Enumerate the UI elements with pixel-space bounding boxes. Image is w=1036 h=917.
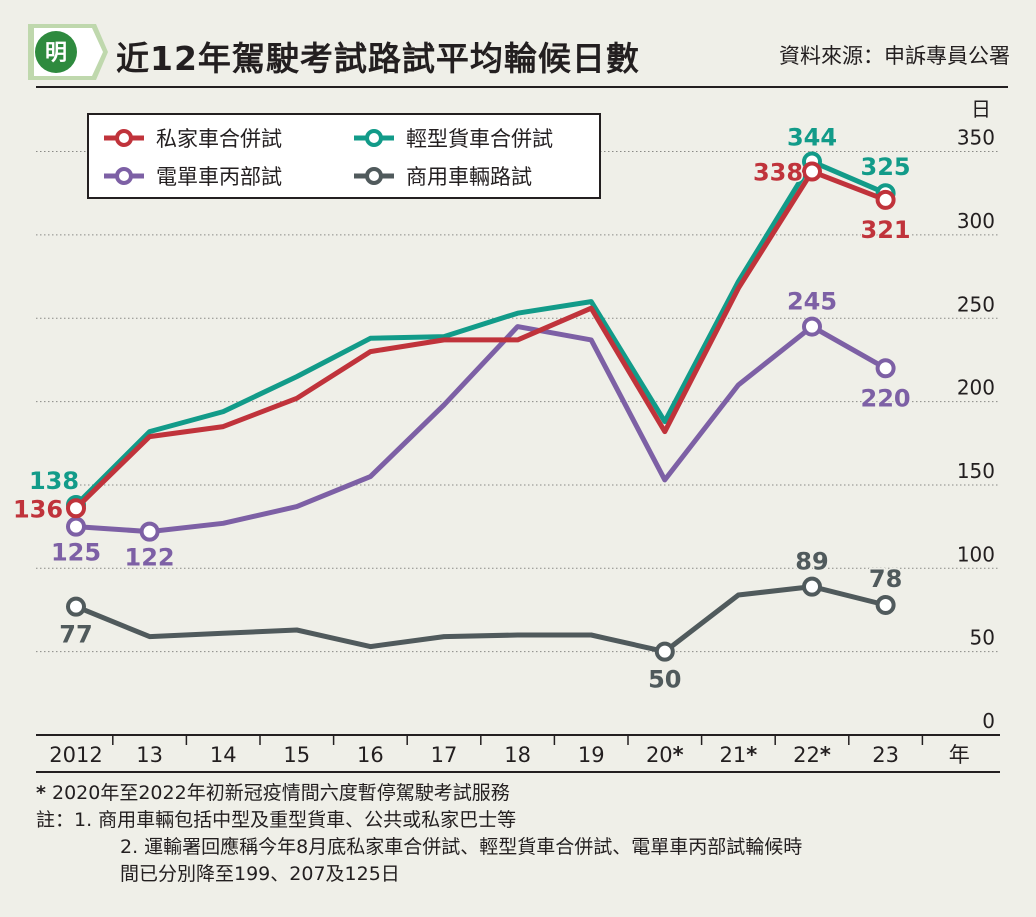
footnotes: * 2020年至2022年初新冠疫情間六度暫停駕駛考試服務 註：1. 商用車輛包…: [36, 780, 802, 888]
x-tick-label: 14: [210, 743, 237, 767]
legend-swatch-marker: [115, 167, 133, 185]
data-point-marker: [875, 189, 896, 210]
data-point-marker: [654, 641, 675, 662]
data-label: 125: [51, 539, 101, 567]
footnote-text-4: 間已分別降至199、207及125日: [120, 863, 400, 885]
footnote-star: *: [36, 782, 46, 804]
y-tick-label: 350: [957, 126, 995, 150]
data-point-marker: [802, 161, 822, 182]
footnote-text-2: 註：1. 商用車輛包括中型及重型貨車、公共或私家巴士等: [36, 809, 517, 831]
source-credit: 資料來源：申訴專員公署: [779, 44, 1010, 68]
logo-char: 明: [45, 41, 67, 66]
legend-label: 輕型貨車合併試: [406, 127, 553, 151]
data-point-marker: [139, 521, 160, 542]
data-point-marker: [875, 594, 896, 615]
y-axis-ticks: 0 50 100 150 200 250 300 350 日: [957, 97, 995, 733]
data-point-marker: [802, 576, 822, 597]
legend-box: [87, 113, 601, 199]
y-tick-label: 0: [982, 709, 995, 733]
legend-swatch-marker: [365, 129, 383, 147]
x-tick-label: 2012: [49, 743, 102, 767]
data-label: 325: [861, 153, 911, 181]
legend-swatch-marker: [365, 167, 383, 185]
y-tick-label: 200: [957, 376, 995, 400]
x-tick-label: 21*: [720, 743, 758, 767]
page-title: 近12年駕駛考試路試平均輪候日數: [116, 39, 640, 78]
data-label: 77: [59, 621, 92, 649]
series-line: [73, 324, 889, 535]
x-tick-label: 22*: [793, 743, 831, 767]
data-label: 338: [753, 159, 803, 187]
header-rule: [36, 86, 1008, 88]
header: 明 近12年駕駛考試路試平均輪候日數 資料來源：申訴專員公署: [0, 0, 1036, 88]
footnote-star-line: * 2020年至2022年初新冠疫情間六度暫停駕駛考試服務: [36, 780, 802, 807]
legend-label: 商用車輛路試: [406, 165, 532, 189]
legend-label: 電單車丙部試: [156, 165, 282, 189]
footnote-text-3: 2. 運輸署回應稱今年8月底私家車合併試、輕型貨車合併試、電單車丙部試輪候時: [120, 836, 803, 858]
x-axis: 2012 13 14 15 16 17 18 19 20* 21* 22* 23 年: [36, 734, 1000, 773]
ming-pao-logo: 明: [28, 24, 108, 80]
series-lines: [66, 151, 896, 662]
series-line: [73, 159, 889, 508]
series-line: [73, 169, 889, 511]
x-tick-label: 23: [872, 743, 899, 767]
y-tick-label: 100: [957, 542, 995, 566]
x-tick-label: 18: [504, 743, 531, 767]
y-tick-label: 300: [957, 209, 995, 233]
data-point-marker: [66, 516, 86, 537]
data-labels: 136 338 321 138 344 325 125 122 245 220 77 50 89 78: [11, 122, 912, 695]
data-label: 50: [648, 666, 681, 694]
data-label: 344: [787, 124, 837, 152]
data-point-marker: [66, 596, 86, 617]
data-point-marker: [875, 358, 896, 379]
y-tick-label: 50: [970, 626, 995, 650]
x-tick-label: 15: [283, 743, 310, 767]
x-tick-label: 19: [578, 743, 605, 767]
x-tick-label: 16: [357, 743, 384, 767]
y-tick-label: 150: [957, 459, 995, 483]
x-tick-label: 17: [431, 743, 458, 767]
data-label: 321: [861, 216, 911, 244]
data-label: 122: [125, 544, 175, 572]
data-label: 89: [795, 548, 828, 576]
data-point-marker: [66, 498, 86, 519]
grid-lines: [36, 151, 1000, 653]
footnote-text-1: 2020年至2022年初新冠疫情間六度暫停駕駛考試服務: [51, 782, 510, 804]
data-label: 245: [787, 288, 837, 316]
y-tick-label: 250: [957, 292, 995, 316]
series-line: [73, 584, 889, 655]
data-label: 138: [29, 467, 79, 495]
data-label: 78: [869, 565, 902, 593]
x-tick-label: 20*: [646, 743, 684, 767]
data-label: 136: [13, 495, 63, 523]
legend-label: 私家車合併試: [156, 127, 282, 151]
data-point-marker: [802, 316, 822, 337]
x-axis-unit: 年: [949, 743, 970, 767]
y-axis-unit: 日: [971, 97, 991, 121]
x-tick-label: 13: [136, 743, 163, 767]
legend-swatch-marker: [115, 129, 133, 147]
data-label: 220: [861, 384, 911, 412]
